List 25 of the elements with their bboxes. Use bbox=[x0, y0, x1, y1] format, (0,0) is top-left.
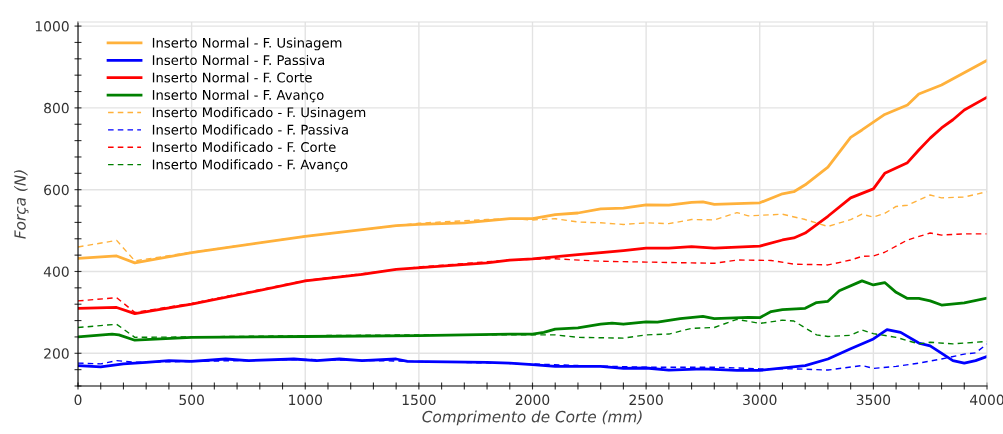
x-tick-label: 2500 bbox=[629, 394, 663, 406]
legend-label: Inserto Normal - F. Usinagem bbox=[152, 37, 342, 51]
y-axis-title: Força (N) bbox=[13, 170, 29, 239]
x-axis-title: Comprimento de Corte (mm) bbox=[422, 410, 642, 426]
legend-label: Inserto Modificado - F. Corte bbox=[152, 141, 336, 153]
line-series bbox=[78, 279, 987, 342]
legend-label: Inserto Modificado - F. Avanço bbox=[152, 159, 348, 172]
x-tick-label: 500 bbox=[179, 394, 204, 406]
x-tick-label: 3000 bbox=[743, 394, 777, 406]
x-tick-label: 4000 bbox=[970, 394, 1003, 406]
legend-label: Inserto Normal - F. Passiva bbox=[152, 54, 325, 66]
y-tick-label: 400 bbox=[43, 266, 69, 277]
legend-label: Inserto Modificado - F. Usinagem bbox=[152, 107, 366, 120]
x-tick-label: 0 bbox=[74, 394, 82, 406]
legend-label: Inserto Normal - F. Corte bbox=[152, 72, 312, 83]
x-tick-label: 3500 bbox=[856, 394, 891, 406]
legend-label: Inserto Modificado - F. Passiva bbox=[152, 124, 348, 135]
x-tick-label: 2000 bbox=[515, 394, 550, 406]
legend-label: Inserto Normal - F. Avanço bbox=[152, 89, 324, 103]
y-tick-label: 1000 bbox=[35, 21, 69, 32]
y-tick-label: 600 bbox=[44, 184, 69, 196]
y-tick-label: 800 bbox=[44, 102, 69, 114]
y-tick-label: 200 bbox=[44, 348, 69, 359]
x-tick-label: 1000 bbox=[289, 394, 322, 406]
x-tick-label: 1500 bbox=[402, 394, 436, 406]
